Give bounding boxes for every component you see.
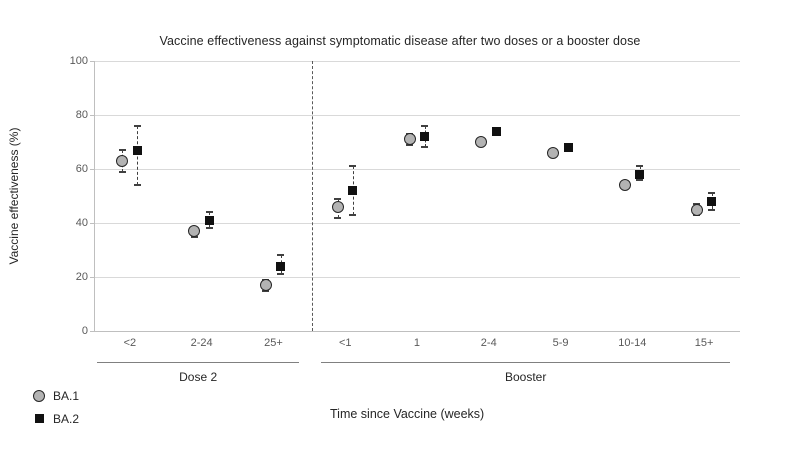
y-tick-mark-20 (90, 277, 94, 278)
errorbar-cap-top-ba1-<2 (118, 149, 126, 152)
gridline-80 (94, 115, 740, 116)
gridline-0 (94, 331, 740, 332)
errorbar-cap-bottom-ba2-1 (421, 146, 428, 149)
group-label-dose-2: Dose 2 (179, 370, 218, 384)
group-line-booster (321, 362, 730, 363)
data-point-ba2-<2 (132, 145, 142, 155)
data-point-ba1-5-9 (547, 146, 560, 159)
y-tick-label-20: 20 (75, 271, 88, 283)
errorbar-cap-bottom-ba2-10-14 (636, 178, 644, 181)
data-point-ba2-1 (420, 132, 429, 142)
errorbar-cap-bottom-ba2-15+ (708, 208, 716, 211)
x-tick-label-10-14: 10-14 (618, 337, 647, 349)
errorbar-cap-top-ba2-25+ (277, 254, 285, 257)
errorbar-cap-bottom-ba1-<2 (118, 170, 126, 173)
gridline-100 (94, 61, 740, 62)
errorbar-cap-bottom-ba2-2-24 (205, 227, 213, 230)
errorbar-cap-top-ba2-10-14 (636, 165, 644, 168)
y-tick-label-60: 60 (75, 163, 88, 175)
group-divider-line (311, 61, 313, 331)
legend-circle-icon (33, 389, 45, 402)
gridline-40 (94, 223, 740, 224)
errorbar-cap-top-ba1-<1 (334, 197, 342, 200)
data-point-ba1-15+ (690, 203, 703, 216)
data-point-ba2-15+ (707, 196, 717, 206)
x-axis-title: Time since Vaccine (weeks) (330, 407, 485, 421)
group-line-dose-2 (97, 362, 300, 363)
y-axis-title: Vaccine effectiveness (%) (7, 127, 21, 265)
data-point-ba1-<1 (331, 200, 344, 213)
x-tick-label-5-9: 5-9 (552, 337, 569, 349)
x-tick-label-2-4: 2-4 (480, 337, 497, 349)
legend: BA.1 BA.2 (33, 384, 79, 430)
errorbar-cap-top-ba2-15+ (708, 192, 716, 195)
x-tick-label-<1: <1 (338, 337, 352, 349)
data-point-ba1-2-24 (188, 225, 201, 238)
x-tick-label-25+: 25+ (264, 337, 283, 349)
x-tick-label-1: 1 (413, 337, 421, 349)
errorbar-cap-bottom-ba2-<2 (133, 184, 141, 187)
group-label-booster: Booster (504, 370, 547, 384)
errorbar-cap-bottom-ba1-<1 (334, 216, 342, 219)
data-point-ba1-10-14 (618, 179, 631, 192)
y-tick-label-100: 100 (69, 55, 88, 67)
x-tick-label-15+: 15+ (694, 337, 714, 349)
errorbar-cap-top-ba2-<1 (349, 165, 357, 168)
data-point-ba2-2-24 (204, 215, 214, 225)
data-point-ba1-2-4 (475, 136, 488, 148)
errorbar-cap-top-ba2-2-24 (205, 211, 213, 214)
errorbar-cap-top-ba2-<2 (133, 124, 141, 127)
y-axis-line (94, 61, 95, 332)
errorbar-cap-bottom-ba2-25+ (277, 273, 285, 276)
x-tick-label-2-24: 2-24 (190, 337, 213, 349)
legend-item-ba1: BA.1 (33, 384, 79, 407)
data-point-ba2-25+ (276, 261, 286, 271)
y-tick-label-0: 0 (81, 325, 88, 337)
y-tick-mark-0 (90, 331, 94, 332)
legend-label: BA.2 (53, 411, 80, 426)
legend-item-ba2: BA.2 (33, 407, 79, 430)
legend-label: BA.1 (53, 388, 80, 403)
data-point-ba2-<1 (348, 186, 358, 196)
y-tick-label-40: 40 (75, 217, 88, 229)
data-point-ba1-1 (403, 133, 416, 146)
plot-area (90, 61, 740, 332)
y-tick-mark-60 (90, 169, 94, 170)
y-tick-label-80: 80 (75, 109, 88, 121)
errorbar-cap-bottom-ba2-<1 (349, 213, 357, 216)
y-tick-mark-40 (90, 223, 94, 224)
gridline-20 (94, 277, 740, 278)
errorbar-ba2-<2 (137, 125, 139, 186)
y-tick-mark-80 (90, 115, 94, 116)
data-point-ba2-2-4 (491, 126, 501, 136)
gridline-60 (94, 169, 740, 170)
errorbar-cap-top-ba2-1 (421, 124, 428, 127)
y-tick-mark-100 (90, 61, 94, 62)
chart-title: Vaccine effectiveness against symptomati… (159, 34, 641, 48)
data-point-ba1-25+ (259, 279, 272, 292)
data-point-ba1-<2 (116, 154, 129, 167)
data-point-ba2-5-9 (563, 142, 573, 152)
x-tick-label-<2: <2 (123, 337, 137, 349)
legend-square-icon (35, 414, 44, 423)
data-point-ba2-10-14 (635, 169, 645, 179)
